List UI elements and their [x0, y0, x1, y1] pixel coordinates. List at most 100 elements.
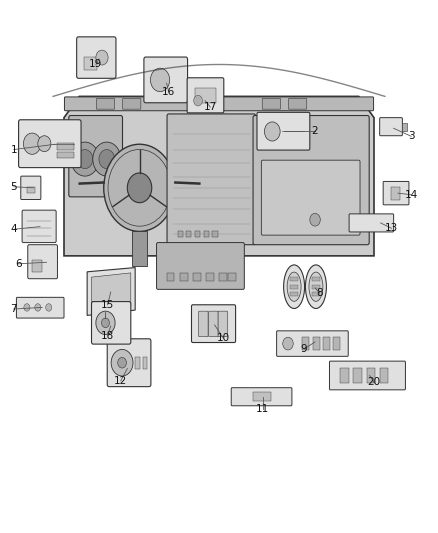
FancyBboxPatch shape	[96, 99, 115, 109]
FancyBboxPatch shape	[261, 160, 360, 235]
Text: 5: 5	[11, 182, 17, 192]
FancyBboxPatch shape	[69, 116, 123, 197]
Bar	[180, 273, 187, 281]
Circle shape	[127, 173, 152, 203]
Circle shape	[71, 142, 99, 176]
Bar	[333, 337, 340, 350]
Bar	[392, 187, 400, 199]
FancyBboxPatch shape	[191, 305, 236, 343]
Text: 8: 8	[316, 288, 323, 298]
Bar	[27, 187, 35, 193]
Polygon shape	[87, 268, 135, 316]
FancyBboxPatch shape	[64, 97, 374, 111]
Text: 7: 7	[11, 304, 17, 314]
Ellipse shape	[309, 272, 323, 301]
FancyBboxPatch shape	[208, 311, 218, 337]
Circle shape	[77, 150, 93, 168]
Circle shape	[24, 304, 30, 311]
FancyBboxPatch shape	[257, 112, 310, 150]
Bar	[206, 273, 214, 281]
Text: 17: 17	[204, 102, 217, 112]
FancyBboxPatch shape	[123, 99, 141, 109]
Polygon shape	[92, 273, 131, 310]
Circle shape	[104, 144, 175, 231]
Bar	[311, 292, 320, 296]
Bar	[177, 231, 183, 237]
Bar	[143, 357, 147, 368]
FancyBboxPatch shape	[156, 243, 244, 289]
Text: 19: 19	[89, 60, 102, 69]
Bar	[290, 277, 298, 281]
Text: 13: 13	[385, 223, 398, 233]
Bar	[253, 392, 271, 401]
Text: 15: 15	[101, 300, 114, 310]
Text: 9: 9	[301, 344, 307, 354]
FancyBboxPatch shape	[144, 57, 187, 103]
Circle shape	[96, 50, 108, 65]
Bar	[323, 337, 330, 350]
Circle shape	[283, 337, 293, 350]
Text: 4: 4	[11, 224, 17, 235]
FancyBboxPatch shape	[262, 99, 281, 109]
Circle shape	[93, 142, 121, 176]
Bar	[340, 368, 349, 383]
Text: 20: 20	[367, 377, 381, 387]
Circle shape	[102, 318, 110, 328]
Bar	[166, 273, 174, 281]
FancyBboxPatch shape	[198, 311, 208, 337]
FancyBboxPatch shape	[253, 116, 369, 245]
Circle shape	[194, 95, 202, 106]
Bar	[353, 368, 362, 383]
Circle shape	[23, 133, 41, 155]
Bar	[195, 231, 200, 237]
Bar	[84, 56, 97, 70]
FancyBboxPatch shape	[22, 210, 56, 243]
Bar	[57, 152, 74, 158]
Bar	[311, 277, 320, 281]
Bar	[290, 292, 298, 296]
FancyBboxPatch shape	[187, 78, 224, 113]
Text: 2: 2	[312, 126, 318, 136]
Bar	[380, 368, 389, 383]
Bar	[32, 260, 42, 272]
Text: 3: 3	[408, 131, 414, 141]
Circle shape	[46, 304, 52, 311]
FancyBboxPatch shape	[383, 181, 409, 205]
Text: 14: 14	[404, 190, 418, 200]
Polygon shape	[64, 96, 374, 256]
Text: 11: 11	[256, 404, 269, 414]
Bar	[193, 273, 201, 281]
Circle shape	[38, 136, 51, 152]
FancyBboxPatch shape	[167, 114, 256, 245]
Circle shape	[99, 150, 115, 168]
Bar	[135, 357, 140, 368]
Bar	[195, 88, 216, 103]
FancyBboxPatch shape	[77, 37, 116, 78]
FancyBboxPatch shape	[380, 118, 403, 136]
FancyBboxPatch shape	[218, 311, 228, 337]
Ellipse shape	[284, 265, 304, 309]
Bar	[311, 285, 320, 289]
Bar	[132, 231, 148, 266]
FancyBboxPatch shape	[92, 302, 131, 344]
Bar	[402, 123, 407, 131]
Bar	[228, 273, 236, 281]
FancyBboxPatch shape	[277, 331, 348, 357]
FancyBboxPatch shape	[349, 214, 394, 232]
Circle shape	[310, 213, 320, 226]
Bar	[219, 273, 227, 281]
FancyBboxPatch shape	[329, 361, 406, 390]
Circle shape	[150, 68, 170, 92]
FancyBboxPatch shape	[21, 176, 41, 199]
Bar	[57, 143, 74, 150]
FancyBboxPatch shape	[16, 297, 64, 318]
Ellipse shape	[305, 265, 326, 309]
Circle shape	[265, 122, 280, 141]
FancyBboxPatch shape	[231, 387, 292, 406]
Bar	[204, 231, 209, 237]
Bar	[367, 368, 375, 383]
Circle shape	[118, 358, 127, 368]
Ellipse shape	[287, 272, 301, 301]
Circle shape	[96, 311, 115, 335]
FancyBboxPatch shape	[107, 339, 151, 386]
